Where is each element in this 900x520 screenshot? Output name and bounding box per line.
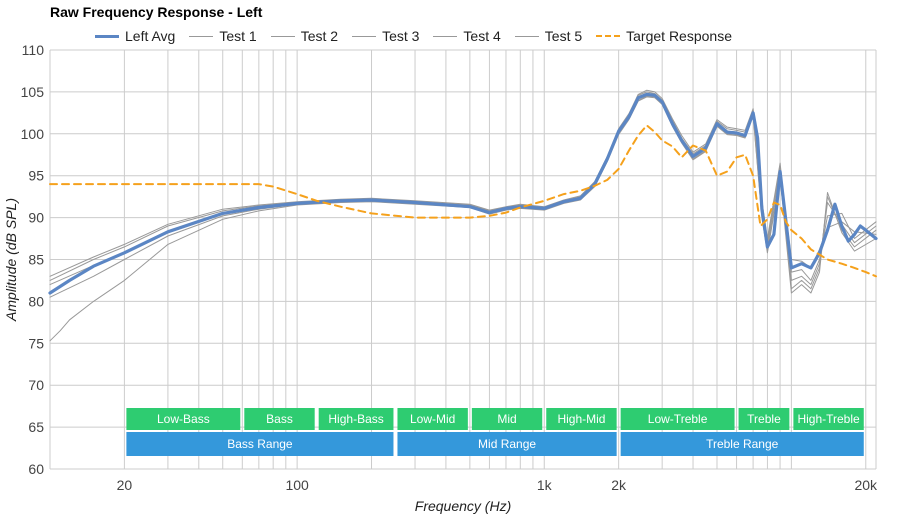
band-box [546,408,617,430]
band-label: Bass [266,412,293,426]
band-box [471,408,543,430]
band-box [318,408,394,430]
y-tick-label: 70 [28,377,44,393]
y-axis-title: Amplitude (dB SPL) [3,198,19,322]
series-line [48,92,878,295]
band-label: Low-Mid [410,412,455,426]
x-tick-label: 20k [854,477,878,493]
y-tick-label: 105 [21,84,45,100]
legend-swatch [189,35,214,37]
legend-label: Test 4 [463,28,501,44]
band-box [620,432,864,456]
band-label: Treble [747,412,781,426]
series-line [49,95,877,298]
y-tick-label: 90 [28,210,44,226]
band-layer: Low-Bass Bass High-Bass Low-Mid Mid High-Mid L… [126,408,864,456]
band-box [397,432,617,456]
legend-item: Test 5 [514,28,583,44]
series-layer [48,89,878,342]
y-tick-label: 100 [21,126,45,142]
legend-item: Test 2 [270,28,339,44]
y-tick-label: 60 [28,461,44,477]
x-axis-title: Frequency (Hz) [415,498,511,514]
band-label: Low-Bass [157,412,210,426]
band-label: Low-Treble [648,412,708,426]
legend-label: Test 5 [544,28,583,44]
band-label: High-Treble [797,412,860,426]
tick-layer: 60 65 70 75 80 85 90 95 100 105 110 20 100 1k 2k 20k [21,42,878,493]
y-tick-label: 95 [28,168,44,184]
legend-item: Left Avg [95,28,175,44]
legend-label: Left Avg [125,28,176,44]
band-box [793,408,864,430]
legend-item: Target Response [596,28,732,44]
band-box [397,408,468,430]
chart-legend: Left Avg Test 1 Test 2 Test 3 Test 4 Test 5 Ta… [95,26,746,46]
series-line [49,124,877,278]
legend-item: Test 1 [189,28,257,44]
y-tick-label: 75 [28,335,44,351]
x-tick-label: 100 [285,477,309,493]
legend-swatch [352,35,377,37]
band-box [244,408,315,430]
chart-title: Raw Frequency Response - Left [50,4,263,20]
band-label: High-Mid [557,412,605,426]
y-tick-label: 80 [28,293,44,309]
band-label: High-Bass [328,412,383,426]
legend-swatch [514,35,539,37]
legend-swatch [95,34,119,38]
legend-label: Test 2 [300,28,339,44]
y-tick-label: 110 [22,42,45,58]
legend-swatch [270,35,295,37]
legend-label: Target Response [626,28,732,44]
y-tick-label: 85 [28,252,44,268]
x-tick-label: 2k [611,477,627,493]
legend-item: Test 3 [352,28,419,44]
band-label: Treble Range [706,437,779,451]
series-line [49,93,877,286]
legend-swatch [433,35,458,37]
legend-item: Test 4 [433,28,501,44]
band-label: Mid [497,412,516,426]
band-label: Mid Range [478,437,536,451]
x-tick-label: 20 [117,477,133,493]
y-tick-label: 65 [28,419,44,435]
legend-swatch [596,35,621,37]
band-label: Bass Range [227,437,293,451]
band-box [126,432,394,456]
x-tick-label: 1k [537,477,553,493]
band-box [126,408,241,430]
legend-label: Test 3 [382,28,420,44]
band-box [620,408,735,430]
band-box [738,408,790,430]
legend-label: Test 1 [219,28,257,44]
